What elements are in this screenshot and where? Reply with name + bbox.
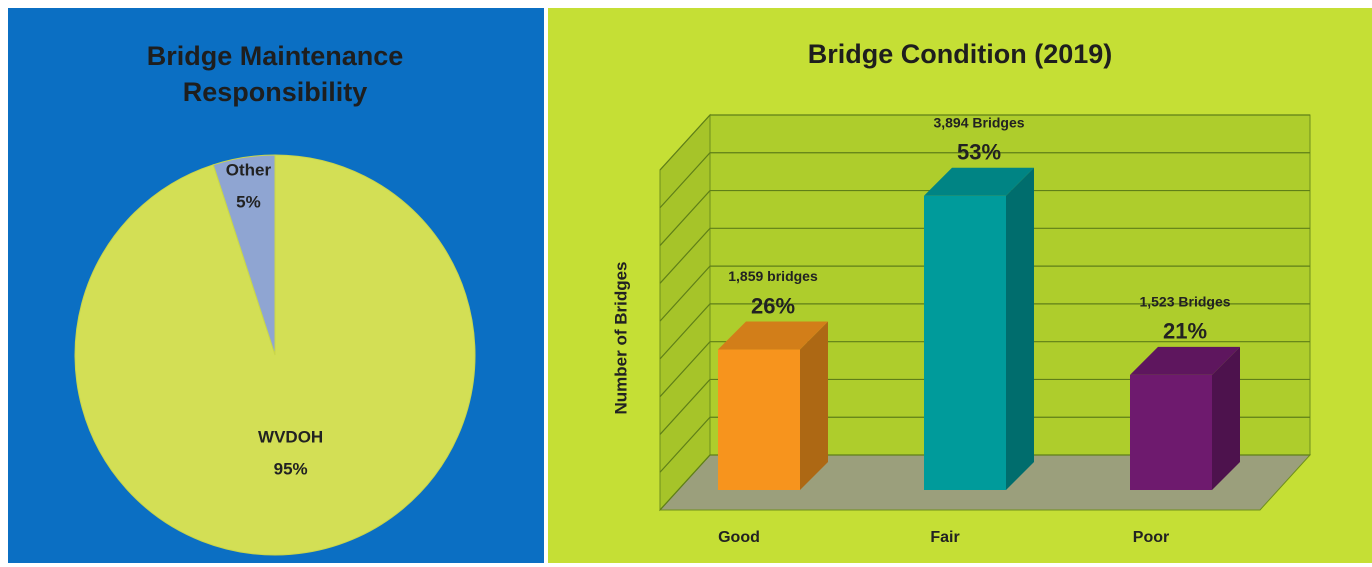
- value-label: 1,859 bridges: [728, 268, 818, 284]
- bar-front: [1130, 375, 1212, 490]
- pie-title: Bridge Maintenance Responsibility: [95, 38, 455, 110]
- x-tick-label: Good: [718, 529, 760, 546]
- percent-label: 21%: [1163, 319, 1207, 344]
- bar-front: [718, 350, 800, 490]
- slice-value-label: 5%: [236, 193, 261, 212]
- bar-side: [800, 322, 828, 490]
- value-label: 1,523 Bridges: [1139, 294, 1230, 310]
- percent-label: 26%: [751, 293, 795, 318]
- page: Other 5% WVDOH 95% Number of Bridges 1,859 br…: [0, 0, 1372, 567]
- bar-front: [924, 196, 1006, 490]
- y-axis-label: Number of Bridges: [611, 261, 630, 414]
- bar-title: Bridge Condition (2019): [710, 36, 1210, 72]
- slice-label: WVDOH: [258, 427, 323, 446]
- slice-value-label: 95%: [274, 459, 308, 478]
- x-tick-label: Fair: [930, 529, 959, 546]
- pie-slice: [75, 155, 475, 555]
- slice-label: Other: [226, 161, 272, 180]
- x-tick-label: Poor: [1133, 529, 1169, 546]
- value-label: 3,894 Bridges: [933, 114, 1024, 130]
- bar-side: [1006, 168, 1034, 490]
- percent-label: 53%: [957, 140, 1001, 165]
